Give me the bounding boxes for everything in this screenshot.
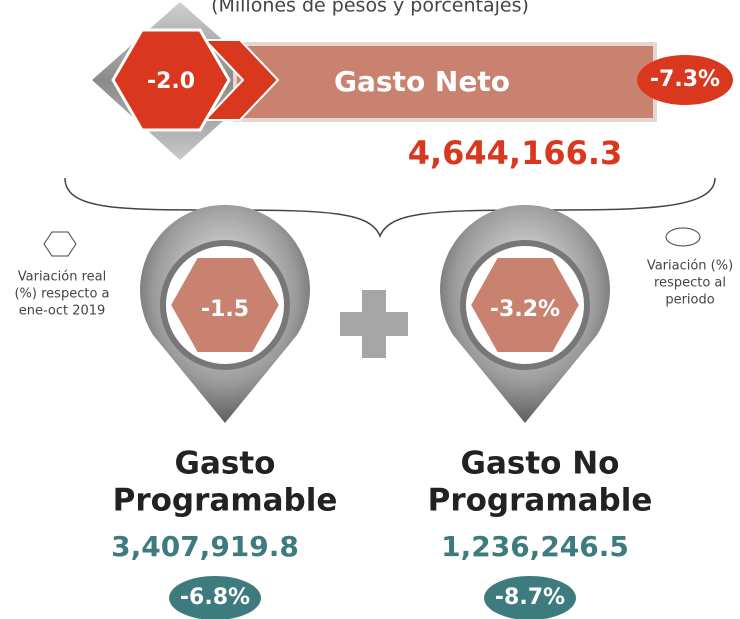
percent-badge xyxy=(637,55,733,105)
legend-text: ene-oct 2019 xyxy=(19,304,106,319)
item-label: Gasto No xyxy=(461,446,620,482)
legend-text: periodo xyxy=(665,293,714,308)
percent-badge xyxy=(169,576,261,619)
legend-hexagon xyxy=(43,231,77,257)
item-amount: 1,236,246.5 xyxy=(441,530,629,563)
main-amount: 4,644,166.3 xyxy=(408,134,623,172)
item-variation: -1.5 xyxy=(201,297,249,322)
chevron xyxy=(202,39,280,121)
main-variation: -2.0 xyxy=(147,69,195,94)
item-amount: 3,407,919.8 xyxy=(111,530,299,563)
item-variation: -3.2% xyxy=(490,297,560,322)
item-label: Programable xyxy=(428,483,653,519)
brace xyxy=(64,177,716,238)
subtitle: (Millones de pesos y porcentajes) xyxy=(211,0,529,17)
main-label: Gasto Neto xyxy=(334,65,510,98)
hexagon xyxy=(111,28,231,132)
item-label: Programable xyxy=(113,483,338,519)
legend-ellipse xyxy=(665,227,701,247)
item-percent: -8.7% xyxy=(495,585,565,610)
main-percent: -7.3% xyxy=(650,67,720,92)
legend-text: Variación real xyxy=(18,270,107,285)
legend-text: respecto al xyxy=(654,276,726,291)
hexagon xyxy=(468,256,582,354)
percent-badge xyxy=(484,576,576,619)
legend-text: (%) respecto a xyxy=(14,287,109,302)
plus xyxy=(340,290,408,358)
legend-text: Variación (%) xyxy=(647,259,733,274)
item-percent: -6.8% xyxy=(180,585,250,610)
hexagon xyxy=(168,256,282,354)
item-label: Gasto xyxy=(175,446,276,482)
